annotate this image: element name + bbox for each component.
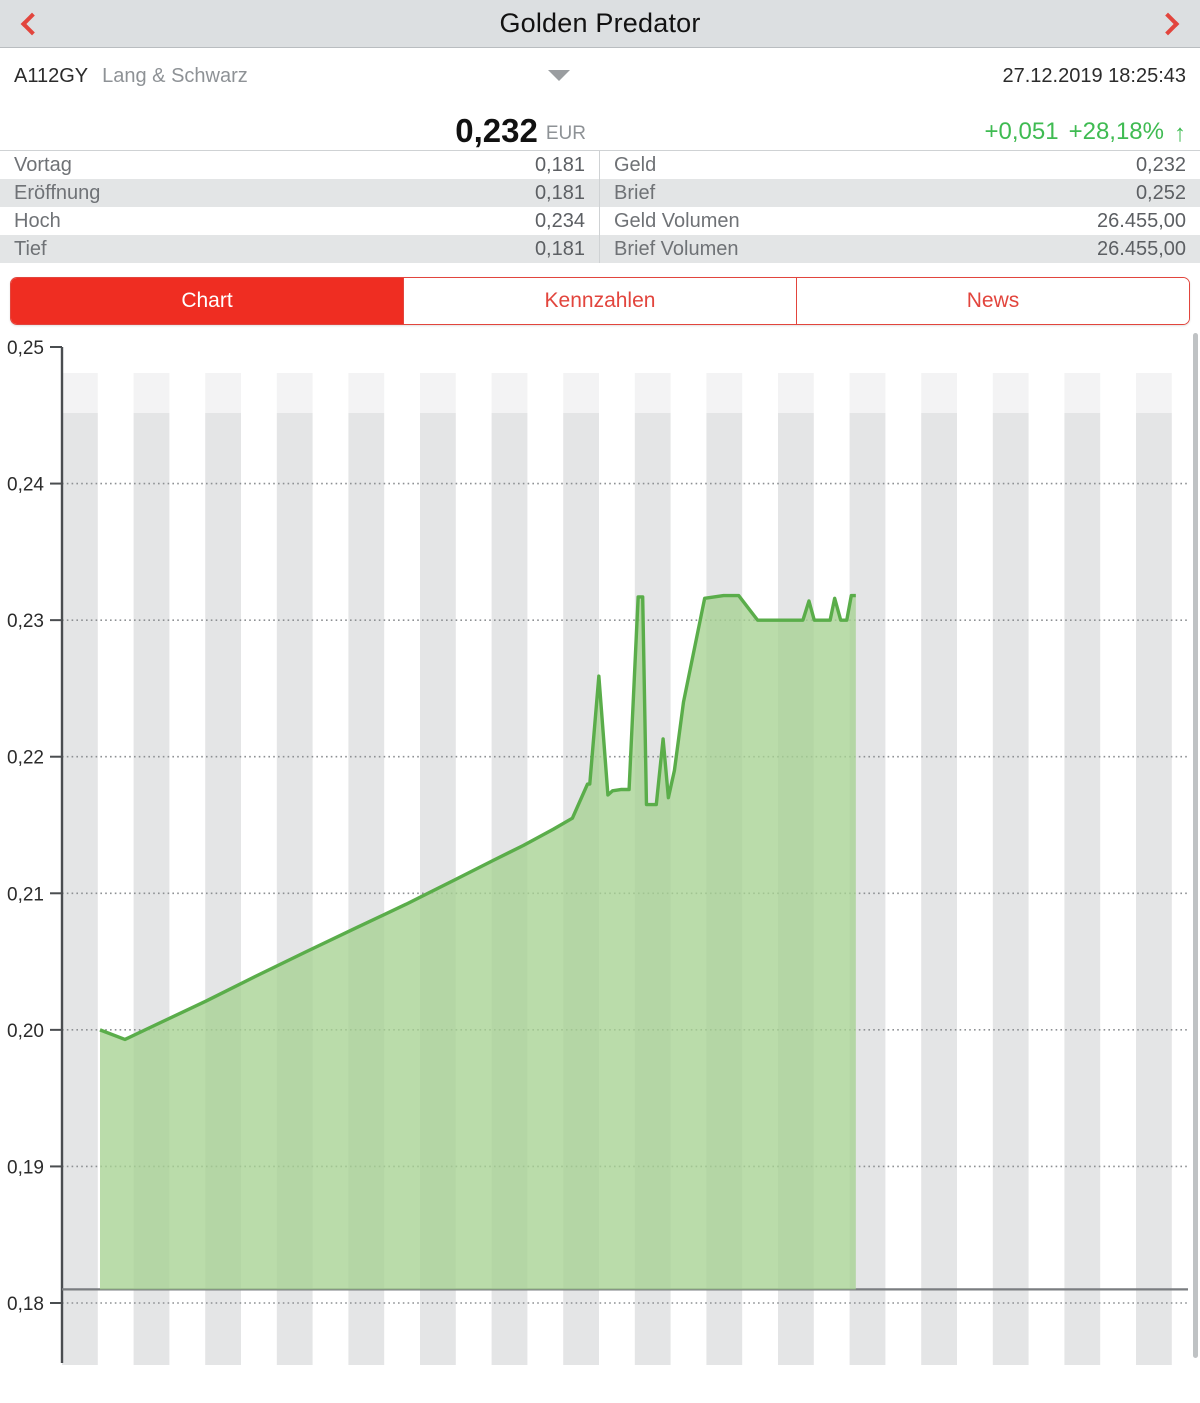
- quote-timestamp: 27.12.2019 18:25:43: [1002, 64, 1186, 87]
- instrument-wkn: A112GY: [14, 64, 89, 87]
- tab-news[interactable]: News: [797, 278, 1189, 324]
- row-value: 0,181: [534, 153, 585, 176]
- chevron-right-icon: [1156, 12, 1180, 36]
- row-label: Tief: [14, 237, 47, 260]
- table-row: Eröffnung 0,181: [0, 179, 599, 207]
- table-row: Vortag 0,181: [0, 151, 599, 179]
- row-value: 0,234: [534, 209, 585, 232]
- row-label: Brief Volumen: [614, 237, 739, 260]
- svg-text:0,19: 0,19: [7, 1157, 44, 1178]
- row-value: 0,181: [534, 237, 585, 260]
- chevron-left-icon: [20, 12, 44, 36]
- last-price: 0,232: [455, 112, 538, 149]
- row-label: Geld Volumen: [614, 209, 740, 232]
- row-value: 26.455,00: [1097, 209, 1186, 232]
- table-row: Brief Volumen 26.455,00: [600, 235, 1200, 263]
- forward-button[interactable]: [1138, 0, 1198, 48]
- chevron-down-icon[interactable]: [548, 70, 570, 81]
- price-summary-row: 0,232 EUR +0,051 +28,18% ↑: [0, 104, 1200, 150]
- svg-text:0,20: 0,20: [7, 1021, 44, 1042]
- row-label: Geld: [614, 153, 657, 176]
- svg-text:0,21: 0,21: [7, 884, 44, 905]
- table-row: Tief 0,181: [0, 235, 599, 263]
- tab-bar: Chart Kennzahlen News: [10, 277, 1190, 325]
- price-change-group: +0,051 +28,18% ↑: [600, 104, 1200, 150]
- tab-kennzahlen[interactable]: Kennzahlen: [404, 278, 797, 324]
- quote-tables: Vortag 0,181 Eröffnung 0,181 Hoch 0,234 …: [0, 150, 1200, 263]
- change-absolute: +0,051: [984, 118, 1059, 145]
- svg-text:0,23: 0,23: [7, 611, 44, 632]
- tab-chart[interactable]: Chart: [11, 278, 404, 324]
- arrow-up-icon: ↑: [1174, 120, 1186, 147]
- table-row: Hoch 0,234: [0, 207, 599, 235]
- tab-bar-container: Chart Kennzahlen News: [0, 263, 1200, 325]
- row-value: 0,181: [534, 181, 585, 204]
- svg-text:0,25: 0,25: [7, 338, 44, 359]
- vertical-scrollbar[interactable]: [1193, 333, 1198, 1358]
- row-label: Vortag: [14, 153, 72, 176]
- row-value: 26.455,00: [1097, 237, 1186, 260]
- page-title: Golden Predator: [499, 8, 701, 38]
- row-value: 0,252: [1135, 181, 1186, 204]
- row-label: Eröffnung: [14, 181, 101, 204]
- row-label: Brief: [614, 181, 656, 204]
- svg-text:0,18: 0,18: [7, 1294, 44, 1315]
- row-value: 0,232: [1135, 153, 1186, 176]
- top-navigation-bar: Golden Predator: [0, 0, 1200, 48]
- svg-text:0,22: 0,22: [7, 748, 44, 769]
- price-chart[interactable]: 0,25 0,24 0,23 0,22 0,21 0,20 0,19 0,18: [0, 325, 1200, 1365]
- trading-venue-label: Lang & Schwarz: [102, 64, 248, 87]
- row-label: Hoch: [14, 209, 61, 232]
- table-row: Geld Volumen 26.455,00: [600, 207, 1200, 235]
- last-price-group: 0,232 EUR: [0, 104, 600, 150]
- change-percent: +28,18%: [1068, 118, 1164, 145]
- chart-canvas[interactable]: 0,25 0,24 0,23 0,22 0,21 0,20 0,19 0,18: [0, 325, 1200, 1365]
- table-row: Brief 0,252: [600, 179, 1200, 207]
- quote-table-right: Geld 0,232 Brief 0,252 Geld Volumen 26.4…: [600, 151, 1200, 263]
- currency-label: EUR: [545, 123, 586, 144]
- back-button[interactable]: [2, 0, 62, 48]
- svg-text:0,24: 0,24: [7, 475, 44, 496]
- table-row: Geld 0,232: [600, 151, 1200, 179]
- instrument-header: A112GY Lang & Schwarz 27.12.2019 18:25:4…: [0, 48, 1200, 104]
- quote-table-left: Vortag 0,181 Eröffnung 0,181 Hoch 0,234 …: [0, 151, 600, 263]
